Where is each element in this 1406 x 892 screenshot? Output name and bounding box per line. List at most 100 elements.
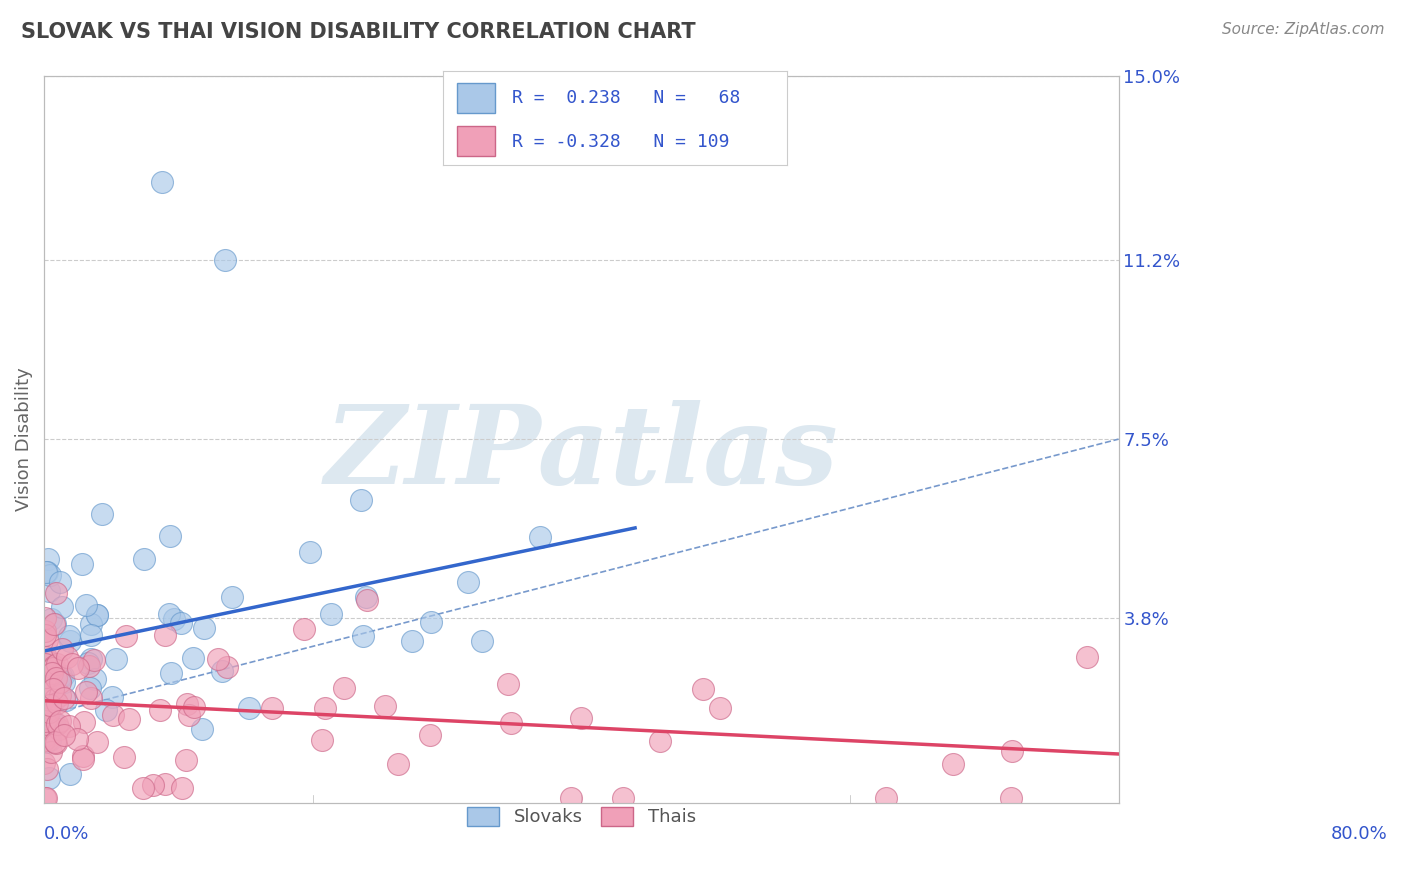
Point <box>45 696 67 710</box>
Point <box>86 735 108 749</box>
Point <box>53 728 76 742</box>
Point <box>419 615 441 629</box>
Point <box>75 598 97 612</box>
Point <box>38 678 60 692</box>
Point <box>37 633 59 648</box>
Point <box>499 716 522 731</box>
Text: SLOVAK VS THAI VISION DISABILITY CORRELATION CHART: SLOVAK VS THAI VISION DISABILITY CORRELA… <box>21 22 696 42</box>
Point <box>46 657 69 671</box>
Point <box>59 767 82 781</box>
Point <box>157 607 180 621</box>
Point <box>44 692 66 706</box>
Point <box>55 693 77 707</box>
Point <box>76 656 98 670</box>
Point <box>35 690 58 704</box>
Point <box>53 675 76 690</box>
Point <box>34 705 56 719</box>
Point <box>34 662 56 676</box>
Point <box>181 651 204 665</box>
Point <box>34 790 56 805</box>
Point <box>34 628 56 642</box>
Point <box>35 735 58 749</box>
Point <box>374 698 396 713</box>
Text: 0.0%: 0.0% <box>44 824 90 843</box>
Point <box>401 634 423 648</box>
Point <box>46 717 69 731</box>
Text: 80.0%: 80.0% <box>1330 824 1388 843</box>
Point <box>34 732 56 747</box>
Point <box>42 660 65 674</box>
Point <box>77 659 100 673</box>
Point <box>49 575 72 590</box>
Point <box>56 649 79 664</box>
Point <box>34 624 56 639</box>
Point <box>38 772 60 786</box>
Point <box>112 750 135 764</box>
Point <box>80 690 103 705</box>
Point <box>51 600 73 615</box>
Point <box>132 552 155 566</box>
Point <box>42 716 65 731</box>
Point <box>174 753 197 767</box>
Point <box>38 705 60 719</box>
Text: Source: ZipAtlas.com: Source: ZipAtlas.com <box>1222 22 1385 37</box>
Point <box>72 751 94 765</box>
Point <box>875 790 897 805</box>
Point <box>159 666 181 681</box>
Point <box>132 781 155 796</box>
Point <box>356 592 378 607</box>
Point <box>114 629 136 643</box>
Point <box>37 672 59 686</box>
Point <box>41 745 63 759</box>
Point <box>172 780 194 795</box>
Point <box>37 713 59 727</box>
Point <box>73 714 96 729</box>
Point <box>1000 790 1022 805</box>
Point <box>70 557 93 571</box>
Point <box>34 702 56 716</box>
Point <box>104 652 127 666</box>
Point <box>159 529 181 543</box>
Point <box>149 703 172 717</box>
Point <box>150 175 173 189</box>
Point <box>45 671 67 685</box>
Point <box>42 681 65 696</box>
Point <box>52 690 75 705</box>
Point <box>34 670 56 684</box>
Point <box>319 607 342 621</box>
Point <box>35 689 58 703</box>
Point <box>471 634 494 648</box>
Point <box>86 608 108 623</box>
Point <box>118 712 141 726</box>
Point <box>191 723 214 737</box>
Point <box>207 652 229 666</box>
Text: R = -0.328   N = 109: R = -0.328 N = 109 <box>512 133 730 151</box>
Point <box>211 664 233 678</box>
Point <box>292 622 315 636</box>
Point <box>354 591 377 605</box>
Point <box>83 653 105 667</box>
Point <box>72 749 94 764</box>
Point <box>260 700 283 714</box>
Point <box>35 565 58 579</box>
Point <box>352 630 374 644</box>
Point <box>34 790 56 805</box>
Point <box>496 676 519 690</box>
Point <box>238 700 260 714</box>
Point <box>34 611 56 625</box>
Point <box>193 621 215 635</box>
FancyBboxPatch shape <box>457 83 495 112</box>
Point <box>32 756 55 770</box>
Point <box>42 658 65 673</box>
Point <box>221 591 243 605</box>
Point <box>80 616 103 631</box>
Point <box>37 552 59 566</box>
Point <box>34 657 56 671</box>
Point <box>49 714 72 729</box>
Point <box>34 714 56 728</box>
Point <box>96 703 118 717</box>
Point <box>37 683 59 698</box>
Point <box>214 252 236 267</box>
Point <box>38 733 60 747</box>
Point <box>34 685 56 699</box>
